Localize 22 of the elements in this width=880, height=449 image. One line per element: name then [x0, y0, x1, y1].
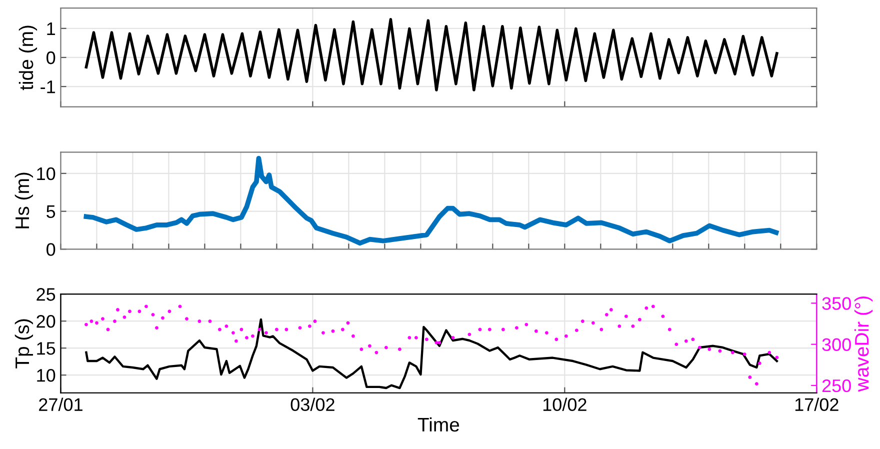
y2-tick-label: 350 — [822, 297, 851, 310]
y-tick-label: 0 — [46, 243, 56, 256]
y-tick-label: 10 — [37, 167, 56, 180]
y-tick-label: 1 — [47, 22, 55, 35]
y-axis-title: tide (m) — [18, 26, 38, 90]
x-axis-title: Time — [418, 417, 460, 432]
y-tick-label: 15 — [37, 342, 56, 355]
x-tick-label: 10/02 — [543, 398, 586, 411]
x-tick-label: 27/01 — [39, 398, 82, 411]
y2-tick-label: 250 — [822, 379, 851, 392]
y-tick-label: 25 — [36, 288, 56, 301]
y-axis-title: Hs (m) — [14, 172, 33, 228]
y2-axis-title: waveDir (°) — [854, 296, 873, 392]
y-tick-label: 20 — [36, 315, 56, 328]
y-tick-label: -1 — [40, 80, 55, 94]
y-tick-label: 0 — [46, 51, 56, 64]
y-axis-title: Tp (s) — [14, 319, 33, 368]
y2-tick-label: 300 — [822, 338, 851, 352]
x-tick-label: 17/02 — [795, 398, 838, 411]
x-tick-label: 03/02 — [290, 398, 334, 411]
y-tick-label: 10 — [37, 368, 56, 382]
y-tick-label: 5 — [46, 205, 56, 218]
